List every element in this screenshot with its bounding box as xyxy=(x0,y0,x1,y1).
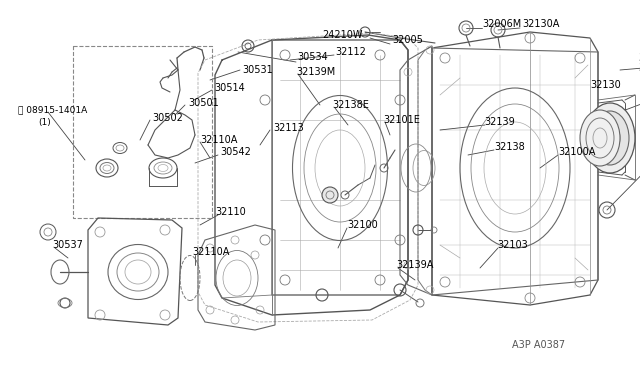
Text: 32112: 32112 xyxy=(335,47,366,57)
Ellipse shape xyxy=(580,110,620,166)
Text: 24210W: 24210W xyxy=(322,30,362,40)
Text: 32130: 32130 xyxy=(590,80,621,90)
Text: 32006M: 32006M xyxy=(482,19,521,29)
Text: 32138: 32138 xyxy=(494,142,525,152)
Text: 32100: 32100 xyxy=(347,220,378,230)
Text: 32135: 32135 xyxy=(638,53,640,63)
Text: 30542: 30542 xyxy=(220,147,251,157)
Text: 32110A: 32110A xyxy=(192,247,229,257)
Text: 32139: 32139 xyxy=(484,117,515,127)
Text: 32005: 32005 xyxy=(392,35,423,45)
Text: Ⓦ 08915-1401A: Ⓦ 08915-1401A xyxy=(18,106,87,115)
Ellipse shape xyxy=(585,103,635,173)
Circle shape xyxy=(322,187,338,203)
Text: 30537: 30537 xyxy=(52,240,83,250)
Text: A3P A0387: A3P A0387 xyxy=(512,340,565,350)
Text: 32101E: 32101E xyxy=(383,115,420,125)
Ellipse shape xyxy=(591,111,629,165)
Text: 32139A: 32139A xyxy=(396,260,433,270)
Text: 32138E: 32138E xyxy=(332,100,369,110)
Text: 32113: 32113 xyxy=(273,123,304,133)
Text: 30531: 30531 xyxy=(242,65,273,75)
Text: 32110A: 32110A xyxy=(200,135,237,145)
Text: 30534: 30534 xyxy=(297,52,328,62)
Text: 32110: 32110 xyxy=(215,207,246,217)
Text: 32103: 32103 xyxy=(497,240,528,250)
Text: 32136: 32136 xyxy=(638,63,640,73)
Text: 32130A: 32130A xyxy=(522,19,559,29)
Text: 32139M: 32139M xyxy=(296,67,335,77)
Text: 30502: 30502 xyxy=(152,113,183,123)
Text: (1): (1) xyxy=(38,118,51,126)
Text: 30514: 30514 xyxy=(214,83,244,93)
Text: 32100A: 32100A xyxy=(558,147,595,157)
Text: 30501: 30501 xyxy=(188,98,219,108)
